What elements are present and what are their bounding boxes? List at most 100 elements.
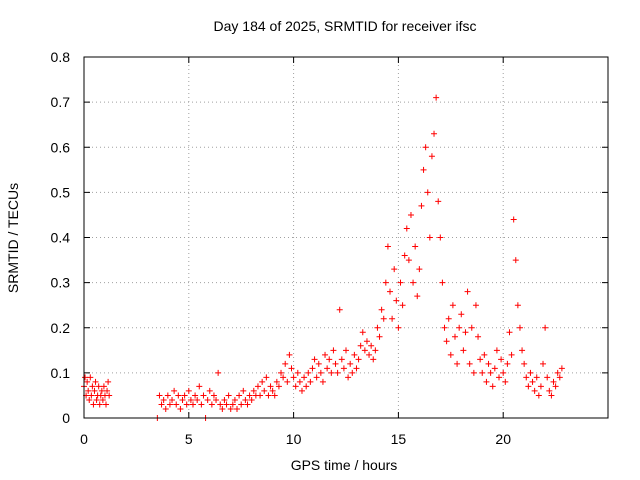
data-point: [213, 396, 220, 403]
data-point: [192, 392, 199, 399]
data-point: [298, 387, 305, 394]
data-point: [449, 302, 456, 309]
data-point: [447, 351, 454, 358]
data-point: [336, 306, 343, 313]
data-point: [162, 405, 169, 412]
data-point: [468, 324, 475, 331]
data-point: [105, 378, 112, 385]
y-tick-label: 0.4: [51, 230, 71, 246]
data-point: [462, 329, 469, 336]
data-point: [407, 211, 414, 218]
data-point: [104, 387, 111, 394]
data-point: [280, 374, 287, 381]
data-point: [521, 360, 528, 367]
data-point: [244, 401, 251, 408]
data-point: [504, 360, 511, 367]
data-point: [414, 293, 421, 300]
x-tick-label: 15: [391, 431, 407, 447]
data-point: [391, 266, 398, 273]
data-point: [460, 347, 467, 354]
data-point: [384, 243, 391, 250]
data-point: [248, 396, 255, 403]
y-tick-label: 0.3: [51, 275, 71, 291]
y-tick-label: 0.1: [51, 365, 71, 381]
data-point: [428, 153, 435, 160]
data-point: [294, 369, 301, 376]
data-point: [523, 374, 530, 381]
data-point: [263, 374, 270, 381]
data-point: [395, 324, 402, 331]
data-point: [246, 392, 253, 399]
data-point: [269, 387, 276, 394]
data-point: [317, 369, 324, 376]
data-point: [282, 360, 289, 367]
x-tick-label: 10: [286, 431, 302, 447]
data-point: [334, 369, 341, 376]
data-point: [332, 360, 339, 367]
data-point: [540, 360, 547, 367]
data-point: [380, 315, 387, 322]
chart-title: Day 184 of 2025, SRMTID for receiver ifs…: [214, 18, 477, 34]
data-point: [164, 392, 171, 399]
data-point: [498, 356, 505, 363]
data-point: [416, 266, 423, 273]
data-point: [433, 94, 440, 101]
data-point: [533, 374, 540, 381]
data-point: [330, 347, 337, 354]
data-point: [366, 351, 373, 358]
data-point: [349, 369, 356, 376]
data-point: [525, 383, 532, 390]
data-point: [363, 338, 370, 345]
data-point: [85, 387, 92, 394]
data-point: [301, 374, 308, 381]
data-point: [215, 369, 222, 376]
y-tick-label: 0.5: [51, 184, 71, 200]
data-point: [439, 279, 446, 286]
data-point: [399, 302, 406, 309]
data-point: [200, 392, 207, 399]
data-point: [357, 342, 364, 349]
data-point: [84, 378, 91, 385]
data-point: [343, 347, 349, 354]
data-point: [508, 351, 515, 358]
data-point: [552, 383, 559, 390]
data-point: [169, 396, 176, 403]
data-point: [106, 392, 113, 399]
data-point: [527, 369, 534, 376]
data-point: [187, 396, 194, 403]
data-point: [223, 401, 230, 408]
data-point: [87, 374, 94, 381]
data-point: [198, 401, 205, 408]
data-point: [210, 392, 217, 399]
data-point: [456, 324, 463, 331]
data-point: [550, 378, 557, 385]
data-point: [88, 392, 95, 399]
data-point: [489, 383, 496, 390]
data-point: [259, 378, 266, 385]
data-point: [491, 365, 498, 372]
y-tick-label: 0.7: [51, 94, 71, 110]
data-point: [194, 396, 201, 403]
data-point: [485, 360, 492, 367]
data-point: [284, 378, 291, 385]
data-point: [477, 356, 484, 363]
data-point: [431, 130, 438, 137]
data-point: [479, 369, 486, 376]
data-point: [267, 383, 274, 390]
data-point: [160, 396, 167, 403]
data-point: [537, 383, 544, 390]
y-tick-label: 0.6: [51, 139, 71, 155]
x-tick-label: 5: [185, 431, 193, 447]
data-point: [435, 198, 442, 205]
plot-frame: [83, 56, 609, 419]
data-point: [493, 347, 500, 354]
data-point: [99, 396, 106, 403]
axis-ticks: 0 5 10 15 20 0 0.1 0.2 0.3 0.4 0.5 0.6 0.7 0.8: [51, 49, 608, 447]
data-point: [443, 338, 450, 345]
data-point: [355, 356, 362, 363]
data-point: [422, 144, 429, 151]
data-point: [288, 365, 295, 372]
data-point: [531, 387, 538, 394]
data-point: [340, 365, 347, 372]
data-point: [554, 369, 561, 376]
